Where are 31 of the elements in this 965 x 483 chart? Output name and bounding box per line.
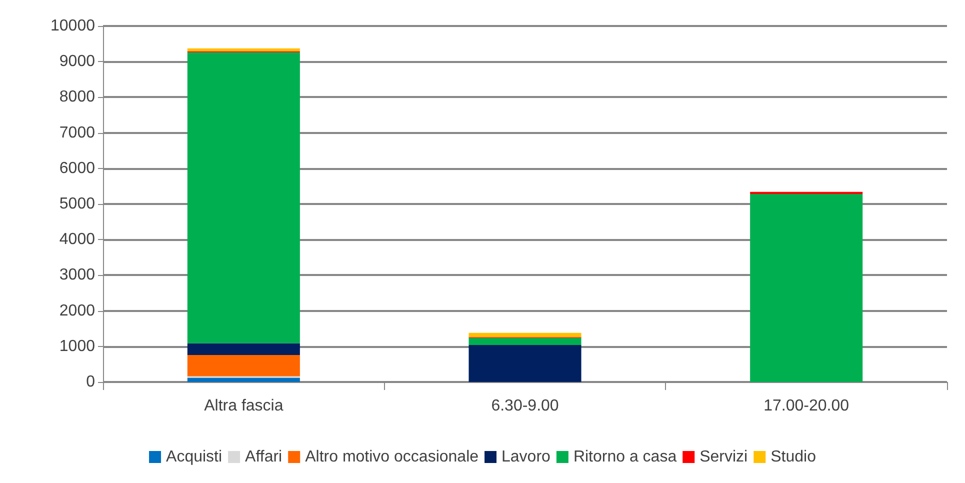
legend-label: Acquisti <box>166 448 222 466</box>
y-tick-label: 4000 <box>59 231 96 248</box>
bar <box>187 48 300 52</box>
bar <box>187 52 300 344</box>
legend-label: Studio <box>770 448 816 466</box>
y-tick-label: 7000 <box>59 124 96 142</box>
y-tick-label: 6000 <box>59 160 96 177</box>
y-tick-label: 0 <box>86 374 96 390</box>
y-tick-label: 8000 <box>59 88 96 106</box>
legend-label: Ritorno a casa <box>573 448 677 466</box>
y-tick-label: 10000 <box>50 18 96 34</box>
y-tick-label: 9000 <box>59 53 96 70</box>
bar <box>187 343 300 355</box>
x-tick-label: 17.00-20.00 <box>764 398 850 414</box>
legend-label: Lavoro <box>502 448 551 466</box>
y-tick-label: 3000 <box>59 266 96 284</box>
legend-label: Altro motivo occasionale <box>305 448 479 466</box>
bar <box>468 332 582 338</box>
x-tick-label: Altra fascia <box>204 398 284 414</box>
bar <box>750 192 863 194</box>
y-tick-label: 1000 <box>59 338 96 355</box>
bar <box>750 194 863 382</box>
legend-label: Servizi <box>700 448 748 466</box>
bar <box>187 354 300 376</box>
y-tick-label: 2000 <box>59 302 96 320</box>
bar <box>468 338 582 345</box>
bar <box>187 378 300 382</box>
x-tick-label: 6.30-9.00 <box>491 398 559 414</box>
bar <box>468 344 582 382</box>
y-tick-label: 5000 <box>59 196 96 212</box>
legend-label: Affari <box>245 448 282 466</box>
